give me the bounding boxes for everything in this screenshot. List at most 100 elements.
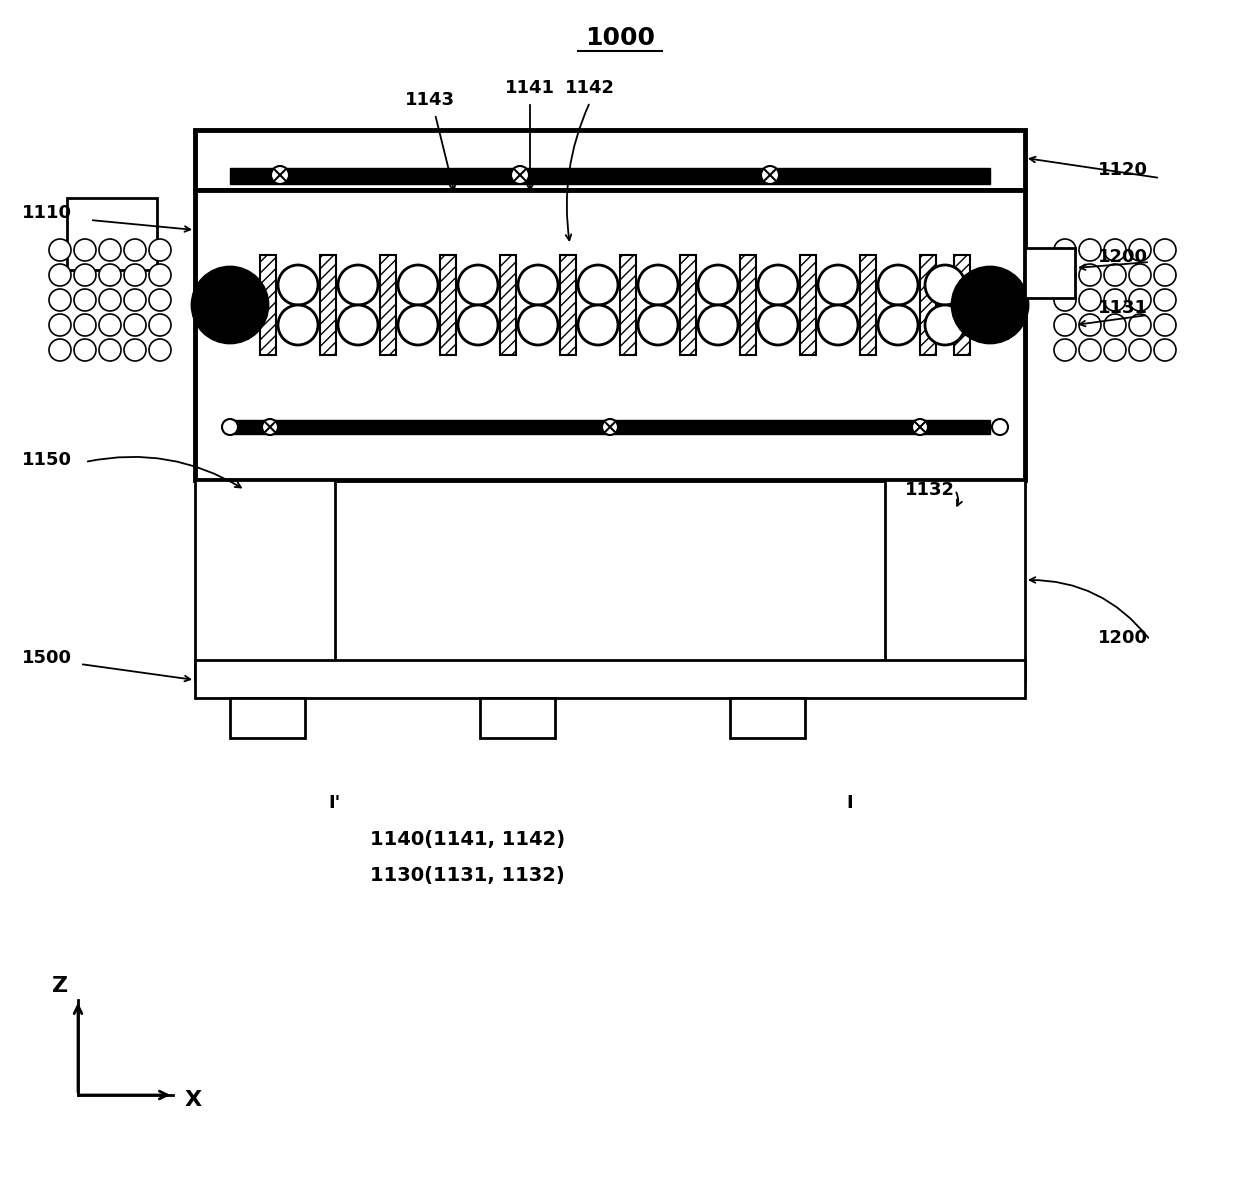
Bar <box>885 480 1025 680</box>
Text: 1141: 1141 <box>505 79 556 97</box>
Circle shape <box>99 339 122 361</box>
Circle shape <box>639 305 678 345</box>
Circle shape <box>1079 339 1101 361</box>
Circle shape <box>339 305 378 345</box>
Text: 1200: 1200 <box>1097 248 1148 266</box>
Circle shape <box>578 265 618 305</box>
Text: 1500: 1500 <box>22 649 72 667</box>
Circle shape <box>1154 289 1176 311</box>
Circle shape <box>698 265 738 305</box>
Bar <box>260 255 277 356</box>
Circle shape <box>222 419 238 435</box>
Circle shape <box>1054 339 1076 361</box>
Circle shape <box>339 265 378 305</box>
Circle shape <box>1104 239 1126 261</box>
Circle shape <box>1128 339 1151 361</box>
Circle shape <box>1054 314 1076 336</box>
Text: 1131: 1131 <box>1097 299 1148 317</box>
Circle shape <box>1104 339 1126 361</box>
Circle shape <box>511 166 529 184</box>
Circle shape <box>74 264 95 286</box>
Circle shape <box>758 265 799 305</box>
Circle shape <box>398 305 438 345</box>
Circle shape <box>952 267 1028 344</box>
Bar <box>861 255 875 356</box>
Circle shape <box>458 265 498 305</box>
Circle shape <box>639 265 678 305</box>
Circle shape <box>124 264 146 286</box>
Circle shape <box>1128 314 1151 336</box>
Bar <box>740 255 756 356</box>
Bar <box>680 255 696 356</box>
Circle shape <box>458 305 498 345</box>
Bar <box>229 168 990 184</box>
Circle shape <box>698 305 738 345</box>
Bar <box>379 255 396 356</box>
Circle shape <box>1104 314 1126 336</box>
Circle shape <box>1054 264 1076 286</box>
Bar <box>730 698 805 738</box>
Circle shape <box>272 166 289 184</box>
Text: 1200: 1200 <box>1097 629 1148 647</box>
Bar <box>560 255 577 356</box>
Circle shape <box>1079 264 1101 286</box>
Bar <box>800 255 816 356</box>
Bar <box>67 198 157 270</box>
Text: 1140(1141, 1142): 1140(1141, 1142) <box>370 830 565 849</box>
Circle shape <box>578 305 618 345</box>
Circle shape <box>1154 314 1176 336</box>
Bar <box>320 255 336 356</box>
Circle shape <box>1079 239 1101 261</box>
Text: 1150: 1150 <box>22 451 72 469</box>
Text: I: I <box>847 795 853 812</box>
Circle shape <box>878 265 918 305</box>
Circle shape <box>124 314 146 336</box>
Bar <box>500 255 516 356</box>
Circle shape <box>149 239 171 261</box>
Circle shape <box>50 339 71 361</box>
Circle shape <box>99 264 122 286</box>
Circle shape <box>1079 289 1101 311</box>
Bar <box>195 130 1025 190</box>
Text: 1000: 1000 <box>585 26 655 50</box>
Text: 1132: 1132 <box>905 481 955 499</box>
Circle shape <box>149 289 171 311</box>
Circle shape <box>878 305 918 345</box>
Circle shape <box>761 166 779 184</box>
Circle shape <box>1154 239 1176 261</box>
Circle shape <box>1104 289 1126 311</box>
Circle shape <box>50 239 71 261</box>
Circle shape <box>1104 264 1126 286</box>
Circle shape <box>758 305 799 345</box>
Bar <box>229 698 305 738</box>
Circle shape <box>925 265 965 305</box>
Bar <box>920 255 936 356</box>
Circle shape <box>992 419 1008 435</box>
Circle shape <box>518 265 558 305</box>
Circle shape <box>1128 239 1151 261</box>
Circle shape <box>518 305 558 345</box>
Circle shape <box>149 314 171 336</box>
Circle shape <box>149 264 171 286</box>
Circle shape <box>99 289 122 311</box>
Circle shape <box>74 314 95 336</box>
Text: 1130(1131, 1132): 1130(1131, 1132) <box>370 865 564 884</box>
Circle shape <box>278 265 317 305</box>
Circle shape <box>124 289 146 311</box>
Circle shape <box>192 267 268 344</box>
Circle shape <box>925 305 965 345</box>
Circle shape <box>50 264 71 286</box>
Text: 1143: 1143 <box>405 91 455 109</box>
Circle shape <box>99 239 122 261</box>
Circle shape <box>1128 264 1151 286</box>
Bar <box>195 660 1025 698</box>
Circle shape <box>911 419 928 435</box>
Text: I': I' <box>329 795 341 812</box>
Circle shape <box>278 305 317 345</box>
Circle shape <box>50 289 71 311</box>
Circle shape <box>99 314 122 336</box>
Bar <box>195 190 1025 480</box>
Circle shape <box>74 339 95 361</box>
Bar <box>195 480 335 680</box>
Bar <box>229 420 990 434</box>
